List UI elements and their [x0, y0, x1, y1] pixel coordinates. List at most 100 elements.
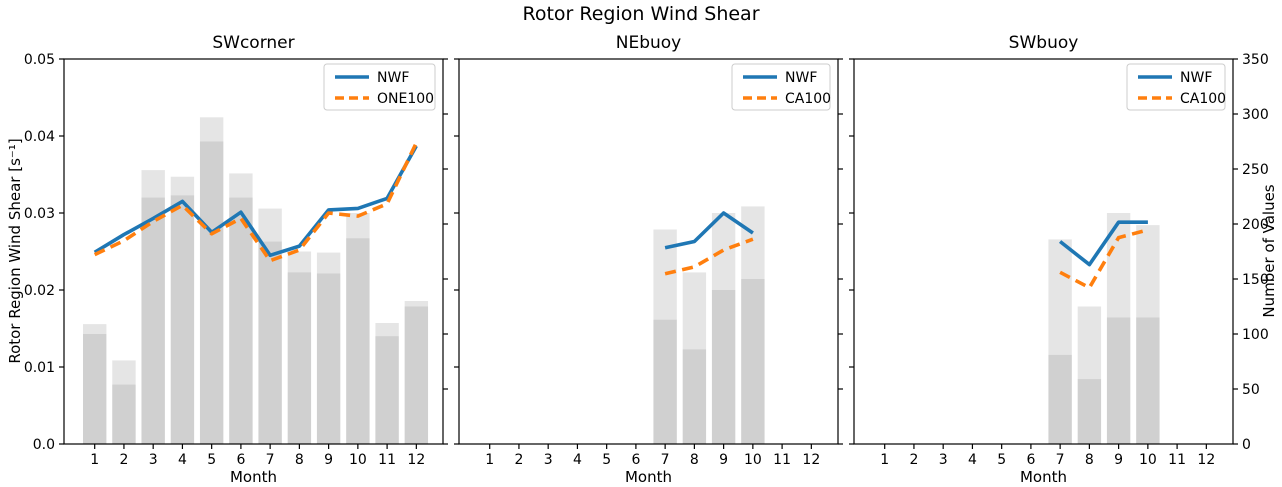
xtick-label: 7 — [266, 452, 275, 468]
xtick-label: 11 — [773, 452, 791, 468]
bar-month-8 — [287, 272, 312, 444]
legend: NWF ONE100 — [323, 63, 436, 111]
xtick-label: 12 — [802, 452, 820, 468]
ytick-label-left: 0.0 — [33, 437, 55, 453]
bar-month-8 — [1077, 379, 1102, 444]
legend-ca100-label: CA100 — [785, 91, 831, 107]
bar-month-7 — [653, 319, 677, 444]
xtick-label: 10 — [349, 452, 367, 468]
xtick-label: 4 — [573, 452, 582, 468]
bar-month-9 — [1106, 213, 1131, 444]
xtick-label: 9 — [324, 452, 333, 468]
xtick-label: 3 — [544, 452, 553, 468]
xtick-label: 5 — [602, 452, 611, 468]
ytick-label-right: 100 — [1242, 327, 1269, 343]
x-axis-label-2: Month — [624, 468, 672, 486]
xtick-label: 6 — [631, 452, 640, 468]
xtick-label: 10 — [1139, 452, 1157, 468]
bar-month-5 — [199, 141, 224, 444]
bar-month-12 — [404, 301, 429, 444]
figure-title: Rotor Region Wind Shear — [522, 3, 760, 25]
bar-month-7 — [653, 229, 677, 444]
xtick-label: 12 — [407, 452, 425, 468]
xtick-label: 1 — [485, 452, 494, 468]
ytick-label-right: 350 — [1242, 52, 1269, 68]
bar-month-10 — [1136, 225, 1160, 444]
ytick-label-left: 0.03 — [24, 206, 55, 222]
xtick-label: 12 — [1197, 452, 1215, 468]
bar-month-12 — [404, 306, 429, 444]
bar-month-4 — [170, 176, 195, 444]
bar-month-11 — [375, 323, 399, 444]
bar-month-9 — [711, 290, 736, 444]
ca100-line — [1059, 228, 1149, 290]
legend: NWF CA100 — [731, 63, 831, 111]
one100-line — [93, 142, 418, 263]
xtick-label: 6 — [1026, 452, 1035, 468]
ytick-label-right: 250 — [1242, 162, 1269, 178]
ytick-label-right: 200 — [1242, 217, 1269, 233]
bar-month-9 — [316, 252, 341, 444]
bar-month-2 — [112, 384, 136, 444]
bar-month-4 — [170, 195, 195, 444]
bar-month-10 — [741, 279, 765, 444]
bar-month-9 — [316, 273, 341, 444]
bar-month-8 — [682, 272, 707, 444]
xtick-label: 2 — [119, 452, 128, 468]
xtick-label: 8 — [1085, 452, 1094, 468]
legend-nwf-label: NWF — [377, 70, 409, 86]
ytick-label-left: 0.02 — [24, 283, 55, 299]
bar-month-10 — [1136, 317, 1160, 444]
nwf-line — [1058, 220, 1148, 267]
bar-month-7 — [1048, 354, 1072, 444]
bar-month-10 — [346, 238, 370, 444]
xtick-label: 4 — [178, 452, 187, 468]
bar-month-6 — [229, 197, 253, 444]
x-axis-label-1: Month — [229, 468, 277, 486]
bar-month-1 — [83, 334, 107, 444]
xtick-label: 9 — [1114, 452, 1123, 468]
bar-month-9 — [1106, 317, 1131, 444]
xtick-label: 8 — [295, 452, 304, 468]
panel-title-nebuoy: NEbuoy — [615, 33, 682, 53]
axes-spines — [458, 58, 839, 445]
ytick-label-right: 0 — [1242, 437, 1251, 453]
xtick-label: 6 — [236, 452, 245, 468]
legend-nwf-label: NWF — [1180, 70, 1212, 86]
xtick-label: 3 — [149, 452, 158, 468]
xtick-label: 5 — [997, 452, 1006, 468]
bar-month-5 — [199, 117, 224, 445]
bar-month-7 — [258, 208, 282, 444]
xtick-label: 5 — [207, 452, 216, 468]
legend-nwf-label: NWF — [785, 70, 817, 86]
xtick-label: 2 — [514, 452, 523, 468]
legend: NWF CA100 — [1126, 63, 1226, 111]
axes-spines — [63, 58, 444, 445]
bar-month-8 — [1077, 306, 1102, 444]
bar-month-8 — [682, 349, 707, 444]
bar-month-2 — [112, 360, 136, 444]
ytick-label-right: 50 — [1242, 382, 1260, 398]
panel-title-swcorner: SWcorner — [212, 33, 295, 53]
bar-month-6 — [229, 173, 253, 444]
xtick-label: 7 — [661, 452, 670, 468]
panel-swcorner: 0.050.040.030.020.010.01 2 3 4 5 6 7 8 9 10 11 12NW… — [24, 52, 448, 468]
legend-one100-label: ONE100 — [377, 91, 434, 107]
xtick-label: 8 — [690, 452, 699, 468]
bar-month-9 — [711, 213, 736, 444]
bar-month-8 — [287, 251, 312, 444]
xtick-label: 11 — [1168, 452, 1186, 468]
bar-month-10 — [346, 213, 370, 444]
xtick-label: 3 — [939, 452, 948, 468]
legend-ca100-label: CA100 — [1180, 91, 1226, 107]
nwf-line — [664, 211, 754, 250]
bar-month-1 — [83, 324, 107, 444]
ca100-line — [664, 237, 754, 276]
nwf-line — [93, 145, 418, 258]
xtick-label: 4 — [968, 452, 977, 468]
xtick-label: 10 — [744, 452, 762, 468]
bar-month-7 — [258, 241, 282, 444]
